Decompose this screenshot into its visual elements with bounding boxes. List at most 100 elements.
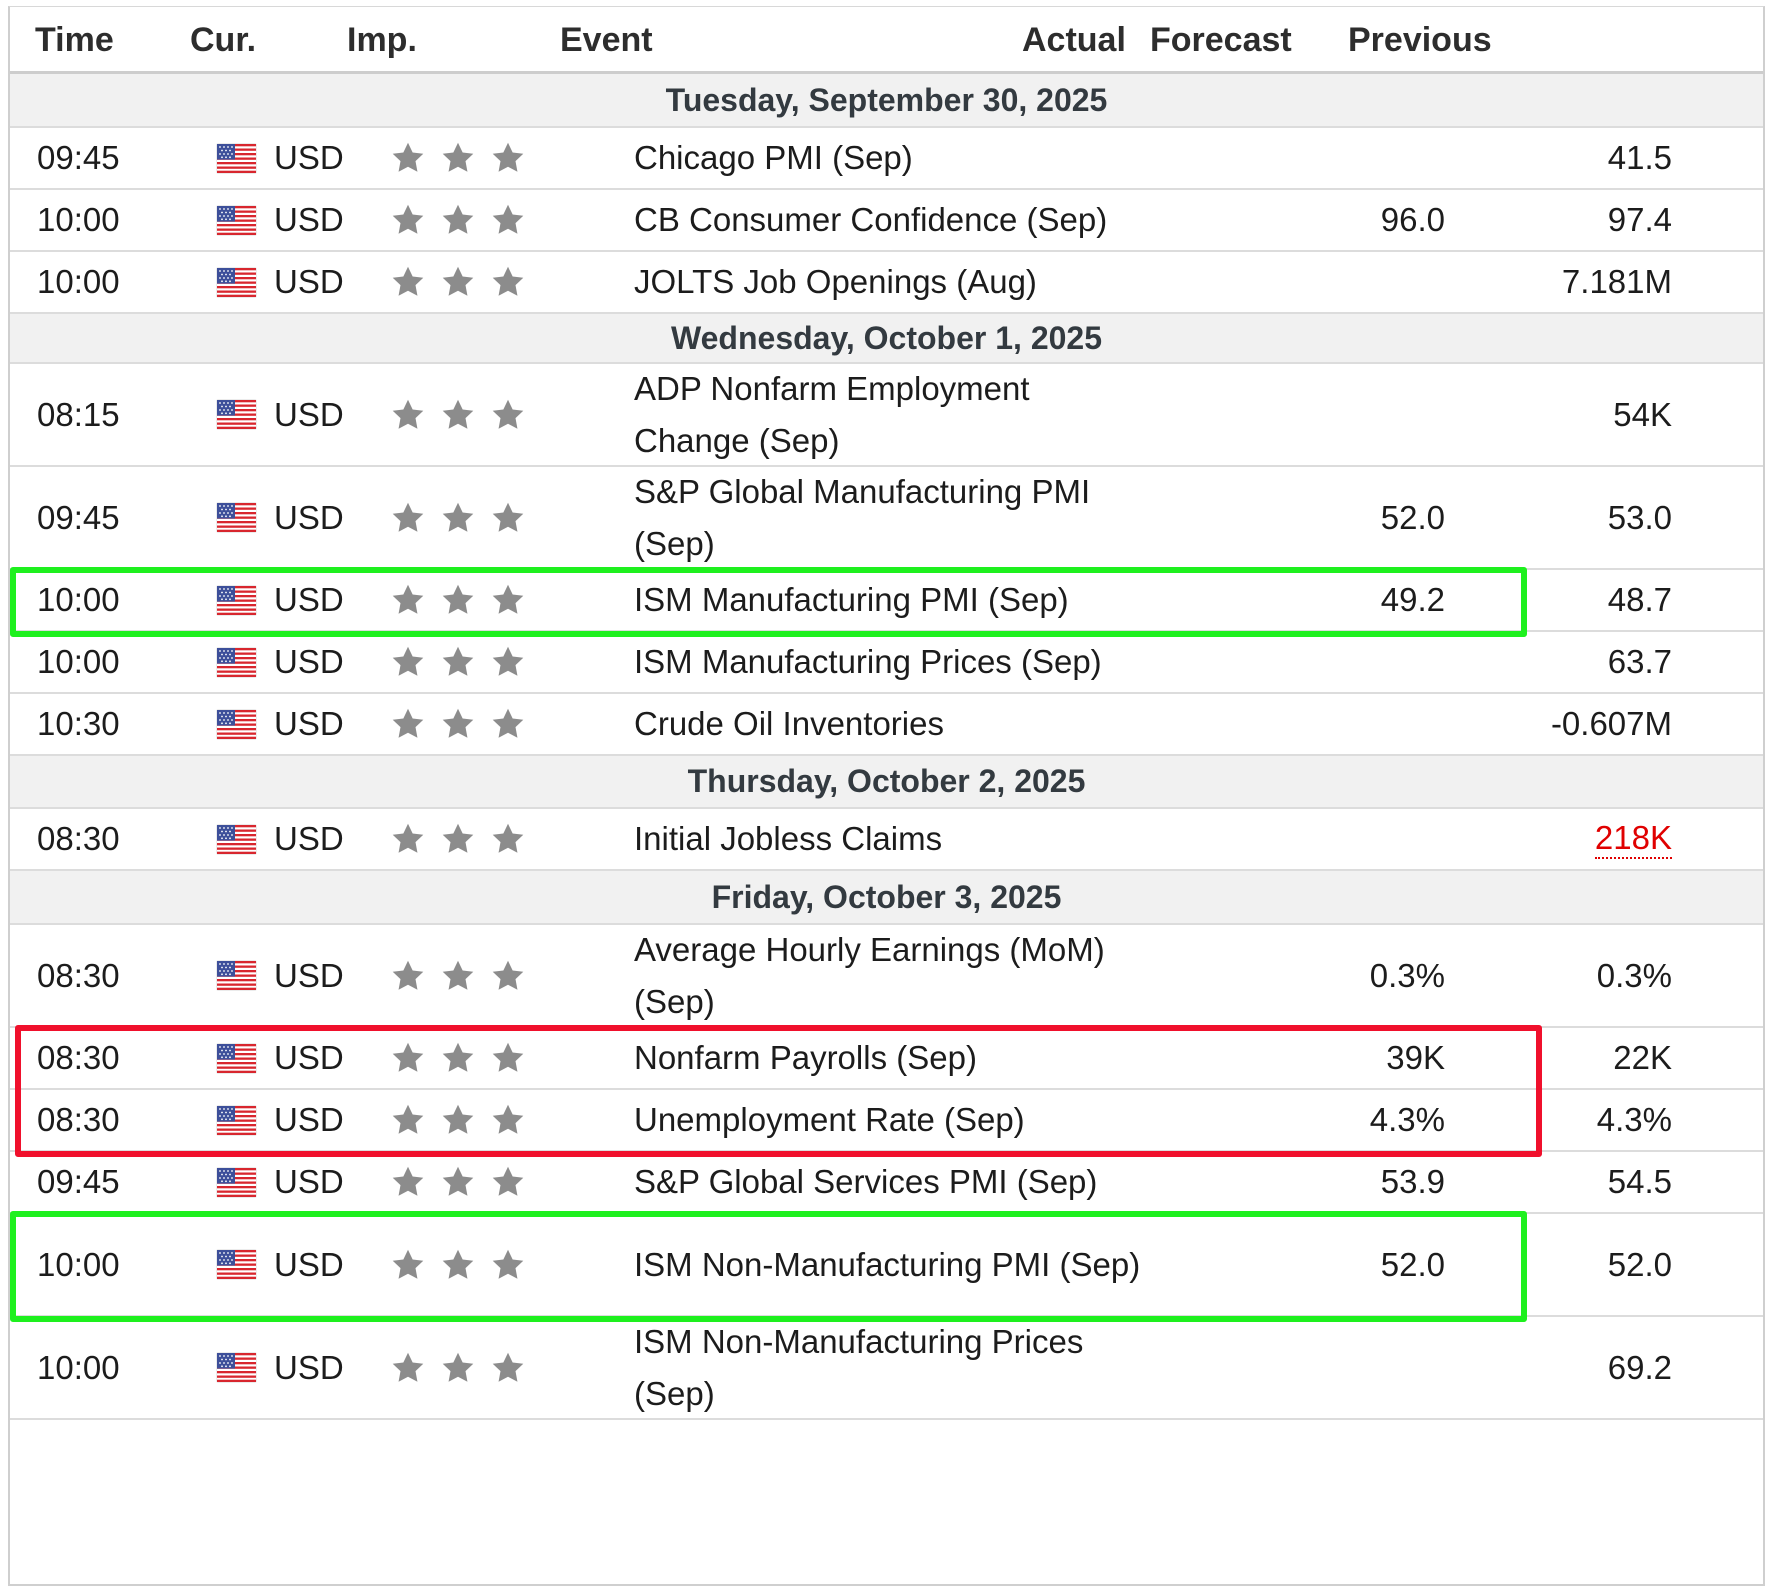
us-flag-icon [217, 128, 256, 188]
importance-stars [390, 128, 526, 188]
header-importance[interactable]: Imp. [347, 21, 417, 59]
event-previous-value: 4.3% [1596, 1101, 1672, 1138]
event-currency: USD [274, 643, 344, 680]
event-name-text[interactable]: ADP Nonfarm Employment Change (Sep) [634, 369, 1030, 459]
event-forecast: 96.0 [1380, 201, 1445, 238]
star-icon [490, 821, 526, 857]
event-forecast: 49.2 [1380, 581, 1445, 618]
importance-stars [390, 1090, 526, 1150]
day-date-label: Tuesday, September 30, 2025 [665, 81, 1108, 118]
event-row[interactable]: 08:30 USD Nonfarm Payrolls (Sep) 39K 22K [10, 1028, 1763, 1090]
header-previous[interactable]: Previous [1348, 21, 1492, 59]
event-name[interactable]: ISM Non-Manufacturing Prices (Sep) [634, 1317, 1154, 1418]
event-currency: USD [274, 820, 344, 857]
us-flag-icon [217, 925, 256, 1026]
event-name[interactable]: Initial Jobless Claims [634, 809, 1154, 869]
us-flag-icon [217, 1090, 256, 1150]
event-previous-value: 54.5 [1607, 1163, 1672, 1200]
event-name-text[interactable]: ISM Non-Manufacturing Prices (Sep) [634, 1322, 1084, 1412]
importance-stars [390, 1028, 526, 1088]
header-currency[interactable]: Cur. [190, 21, 257, 59]
event-name-text[interactable]: ISM Manufacturing Prices (Sep) [634, 643, 1102, 680]
event-time: 10:00 [37, 201, 120, 238]
event-row[interactable]: 08:30 USD Unemployment Rate (Sep) 4.3% 4.3… [10, 1090, 1763, 1152]
event-name[interactable]: ISM Non-Manufacturing PMI (Sep) [634, 1214, 1154, 1315]
event-currency: USD [274, 1101, 344, 1138]
event-name[interactable]: S&P Global Services PMI (Sep) [634, 1152, 1154, 1212]
event-name-text[interactable]: Initial Jobless Claims [634, 820, 943, 857]
event-name-text[interactable]: CB Consumer Confidence (Sep) [634, 201, 1108, 238]
green-highlight-box [10, 567, 1527, 637]
event-previous-value: 63.7 [1607, 643, 1672, 680]
star-icon [440, 140, 476, 176]
header-forecast[interactable]: Forecast [1150, 21, 1292, 59]
star-icon [390, 582, 426, 618]
event-name[interactable]: Unemployment Rate (Sep) [634, 1090, 1154, 1150]
event-time: 08:30 [37, 1101, 120, 1138]
event-row[interactable]: 08:30 USD Initial Jobless Claims 218K [10, 809, 1763, 871]
star-icon [440, 821, 476, 857]
star-icon [440, 644, 476, 680]
event-forecast: 39K [1386, 1039, 1445, 1076]
header-time[interactable]: Time [35, 21, 114, 59]
event-name[interactable]: Crude Oil Inventories [634, 694, 1154, 754]
star-icon [440, 958, 476, 994]
event-row[interactable]: 09:45 USD S&P Global Manufacturing PMI (… [10, 467, 1763, 570]
event-currency: USD [274, 498, 344, 536]
event-name-text[interactable]: S&P Global Services PMI (Sep) [634, 1163, 1098, 1200]
event-name[interactable]: CB Consumer Confidence (Sep) [634, 190, 1154, 250]
event-row[interactable]: 09:45 USD S&P Global Services PMI (Sep) 5… [10, 1152, 1763, 1214]
event-previous: 69.2 [1608, 1317, 1672, 1418]
event-row[interactable]: 10:00 USD ISM Non-Manufacturing Prices (… [10, 1317, 1763, 1420]
event-time: 08:15 [37, 395, 120, 433]
event-previous: 41.5 [1608, 128, 1672, 188]
event-previous: -0.607M [1551, 694, 1672, 754]
event-currency: USD [274, 395, 344, 433]
day-date-label: Thursday, October 2, 2025 [687, 763, 1086, 799]
event-name[interactable]: Chicago PMI (Sep) [634, 128, 1154, 188]
event-name-text[interactable]: Crude Oil Inventories [634, 705, 944, 742]
header-actual[interactable]: Actual [1022, 21, 1126, 59]
event-currency: USD [274, 705, 344, 742]
event-name-text[interactable]: ISM Non-Manufacturing PMI (Sep) [634, 1245, 1141, 1283]
star-icon [390, 140, 426, 176]
event-previous: 54.5 [1608, 1152, 1672, 1212]
event-row[interactable]: 10:00 USD JOLTS Job Openings (Aug) 7.181M [10, 252, 1763, 314]
event-row[interactable]: 09:45 USD Chicago PMI (Sep) 41.5 [10, 128, 1763, 190]
event-name[interactable]: ISM Manufacturing Prices (Sep) [634, 632, 1154, 692]
event-name-text[interactable]: Average Hourly Earnings (MoM) (Sep) [634, 930, 1105, 1020]
importance-stars [390, 1152, 526, 1212]
importance-stars [390, 190, 526, 250]
event-time: 09:45 [37, 1163, 120, 1200]
event-row[interactable]: 08:15 USD ADP Nonfarm Employment Change … [10, 364, 1763, 467]
event-name[interactable]: ADP Nonfarm Employment Change (Sep) [634, 364, 1154, 465]
event-name-text[interactable]: Chicago PMI (Sep) [634, 139, 913, 176]
star-icon [440, 264, 476, 300]
event-name-text[interactable]: Nonfarm Payrolls (Sep) [634, 1039, 977, 1076]
event-previous-revised[interactable]: 218K [1594, 819, 1672, 859]
event-row[interactable]: 10:30 USD Crude Oil Inventories -0.607M [10, 694, 1763, 756]
event-time: 10:00 [37, 263, 120, 300]
event-previous-value: 41.5 [1607, 139, 1672, 176]
event-previous-value: 97.4 [1607, 201, 1672, 238]
event-time: 08:30 [37, 956, 120, 994]
event-name[interactable]: JOLTS Job Openings (Aug) [634, 252, 1154, 312]
event-name[interactable]: ISM Manufacturing PMI (Sep) [634, 570, 1154, 630]
day-header-row: Wednesday, October 1, 2025 [10, 314, 1763, 364]
event-name[interactable]: S&P Global Manufacturing PMI (Sep) [634, 467, 1154, 568]
us-flag-icon [217, 1028, 256, 1088]
event-name-text[interactable]: Unemployment Rate (Sep) [634, 1101, 1025, 1138]
event-row[interactable]: 10:00 USD ISM Manufacturing Prices (Sep)… [10, 632, 1763, 694]
event-name-text[interactable]: JOLTS Job Openings (Aug) [634, 263, 1037, 300]
header-event[interactable]: Event [560, 21, 653, 59]
event-name[interactable]: Nonfarm Payrolls (Sep) [634, 1028, 1154, 1088]
star-icon [490, 582, 526, 618]
event-row[interactable]: 08:30 USD Average Hourly Earnings (MoM) … [10, 925, 1763, 1028]
importance-stars [390, 252, 526, 312]
event-row[interactable]: 10:00 USD CB Consumer Confidence (Sep) 96… [10, 190, 1763, 252]
event-name-text[interactable]: ISM Manufacturing PMI (Sep) [634, 581, 1069, 618]
event-name[interactable]: Average Hourly Earnings (MoM) (Sep) [634, 925, 1154, 1026]
importance-stars [390, 632, 526, 692]
event-name-text[interactable]: S&P Global Manufacturing PMI (Sep) [634, 472, 1091, 562]
importance-stars [390, 467, 526, 568]
